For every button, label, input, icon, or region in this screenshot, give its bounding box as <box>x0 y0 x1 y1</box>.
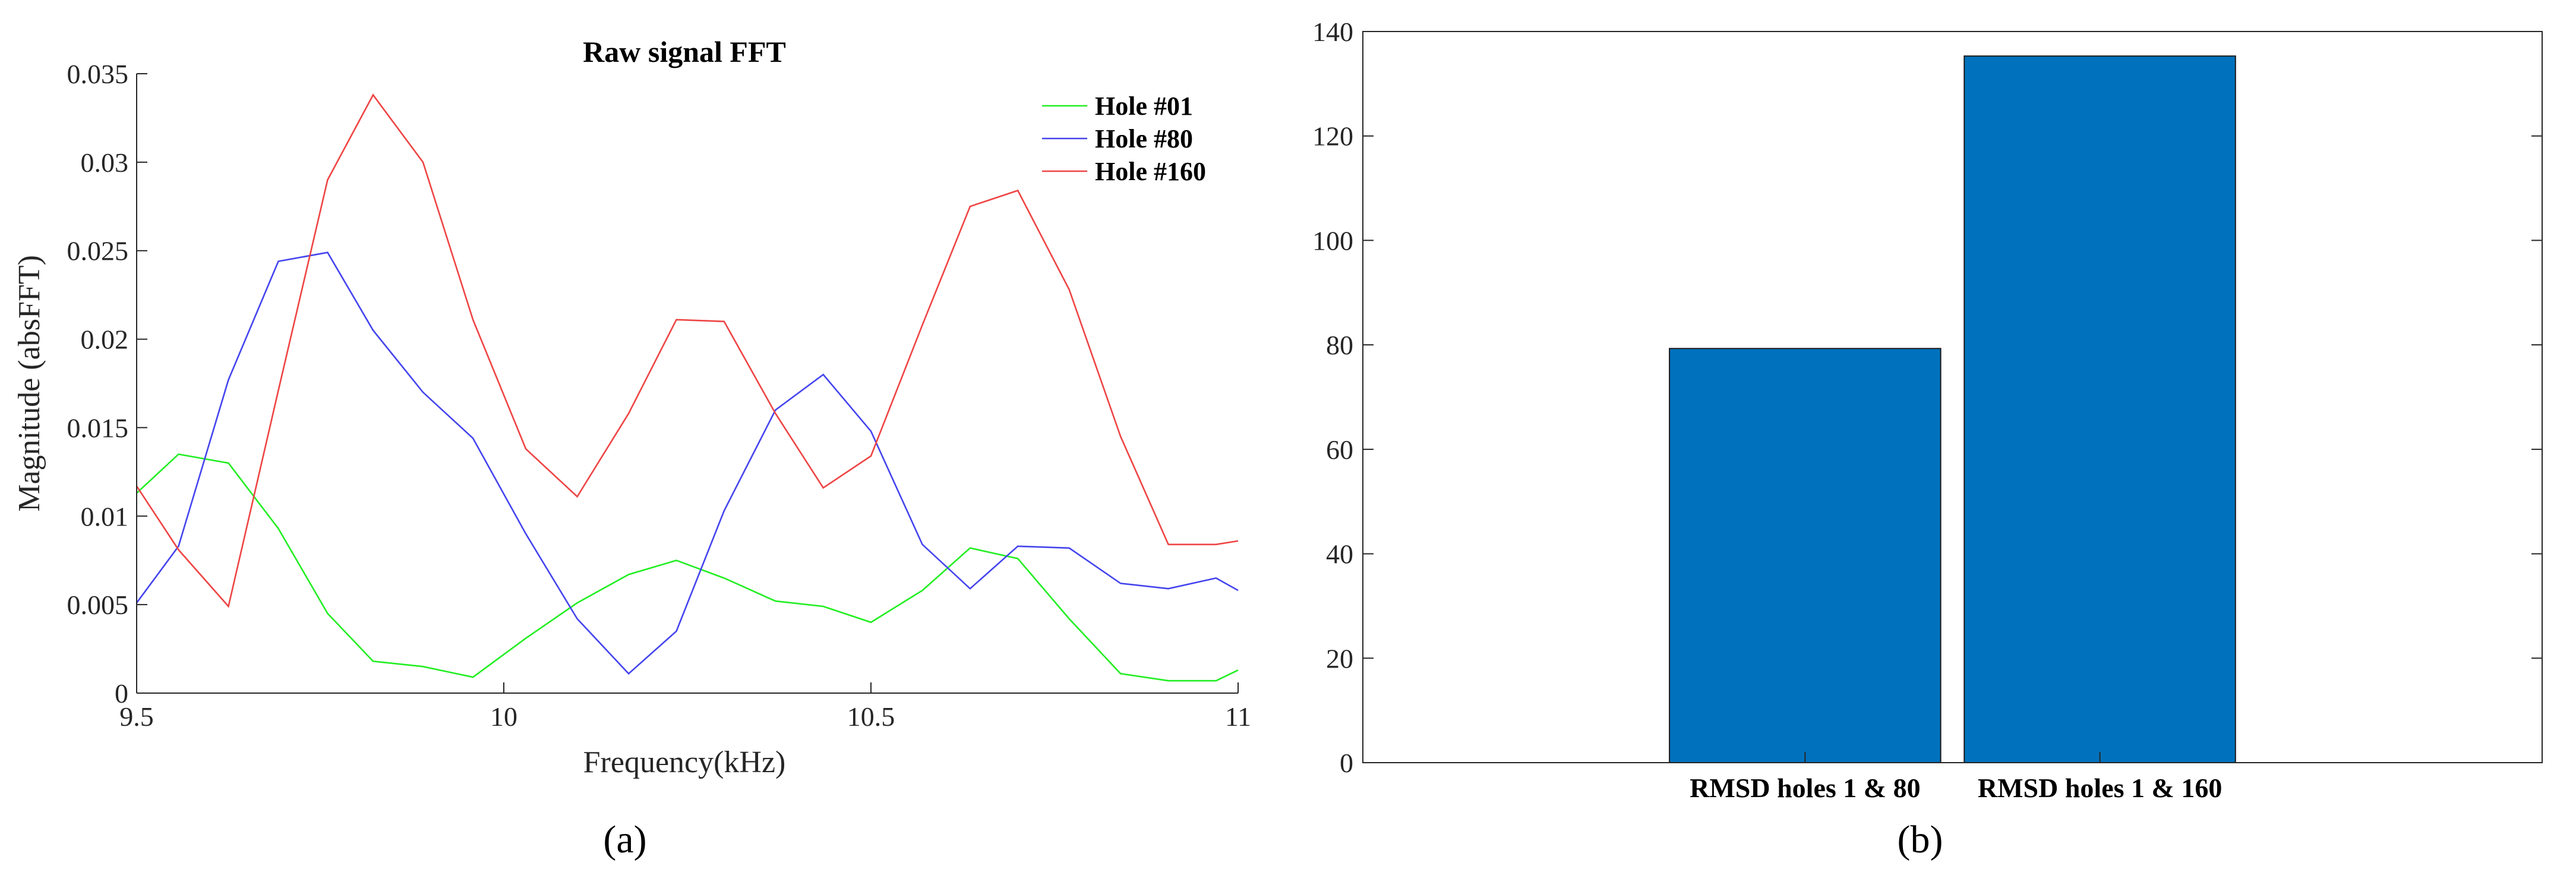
category-label-2: RMSD holes 1 & 160 <box>1978 773 2222 803</box>
y-axis-label: Magnitude (absFFT) <box>12 255 46 512</box>
y-tick-label: 100 <box>1312 225 1353 256</box>
y-tick-label: 140 <box>1312 17 1353 47</box>
y-tick-label: 0.01 <box>81 501 129 531</box>
plot-area-b <box>1363 32 2542 763</box>
y-tick-label: 0.03 <box>81 147 129 178</box>
rmsd-bar-chart: RMSD holes 1 & 80 RMSD holes 1 & 160 0 20 40… <box>1312 17 2543 803</box>
series-lines <box>135 93 1239 682</box>
x-tick-label: 11 <box>1225 701 1251 732</box>
axes-box <box>1362 31 2543 763</box>
bar-1 <box>1669 348 1942 763</box>
plot-area-a <box>137 74 1238 693</box>
y-tick-label: 0 <box>1340 748 1353 778</box>
y-tick-label: 0.035 <box>67 59 129 89</box>
x-tick-label: 10.5 <box>847 701 895 732</box>
y-tick-label: 0.005 <box>67 590 129 620</box>
x-tick-label: 10 <box>490 701 517 732</box>
y-tick-label: 120 <box>1312 121 1353 152</box>
category-label-1: RMSD holes 1 & 80 <box>1690 773 1920 803</box>
axes-a: 0 0.005 0.01 0.015 0.02 0.025 0.03 0.035 9.5 10 10… <box>67 59 1252 732</box>
series-line-2 <box>135 251 1239 675</box>
y-tick-label: 80 <box>1326 330 1353 360</box>
bar-2 <box>1963 55 2236 763</box>
y-tick-label: 0.015 <box>67 413 129 443</box>
y-tick-label: 20 <box>1326 643 1353 673</box>
series-line-3 <box>135 93 1239 608</box>
legend: Hole #01 Hole #80 Hole #160 <box>1042 92 1206 186</box>
panel-label-a: (a) <box>603 818 646 861</box>
y-tick-label: 0 <box>115 678 128 709</box>
bars <box>1669 55 2236 763</box>
chart-title: Raw signal FFT <box>583 35 786 68</box>
x-tick-label: 9.5 <box>119 701 154 732</box>
fft-line-chart: 0 0.005 0.01 0.015 0.02 0.025 0.03 0.035 9.5 10 10… <box>12 35 1251 779</box>
legend-label-1: Hole #01 <box>1095 92 1193 121</box>
legend-label-3: Hole #160 <box>1095 157 1206 186</box>
panel-label-b: (b) <box>1898 818 1943 861</box>
y-tick-label: 0.02 <box>81 325 129 355</box>
y-tick-label: 40 <box>1326 539 1353 569</box>
y-tick-label: 60 <box>1326 435 1353 465</box>
y-tick-label: 0.025 <box>67 236 129 266</box>
x-axis-label: Frequency(kHz) <box>583 745 786 779</box>
axes-b: RMSD holes 1 & 80 RMSD holes 1 & 160 0 20 40… <box>1312 17 2543 803</box>
legend-label-2: Hole #80 <box>1095 124 1193 153</box>
